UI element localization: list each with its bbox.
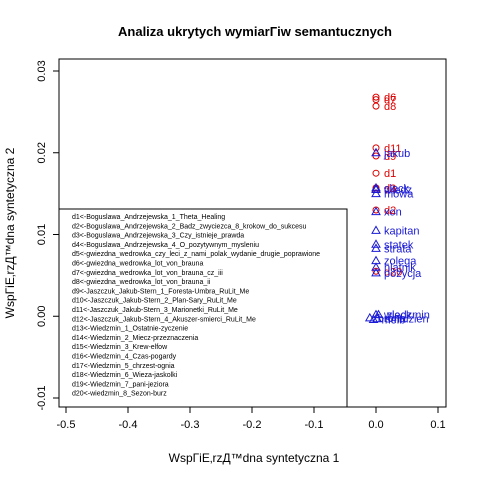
term-point-marker: [371, 262, 381, 271]
y-tick-label: -0.01: [36, 385, 48, 410]
term-point-label: melb: [382, 315, 406, 327]
x-tick-label: -0.4: [119, 419, 138, 431]
term-point-marker: [371, 147, 381, 157]
term-point-label: xon: [384, 207, 402, 219]
term-point-marker: [371, 243, 381, 252]
y-axis: -0.01 0.00 0.01 0.02 0.03: [36, 60, 60, 411]
y-axis-label: WspГiE‚rzД™dna syntetyczna 2: [3, 147, 17, 318]
legend: d1<-Boguslawa_Andrzejewska_1_Theta_Heali…: [58, 208, 348, 408]
document-point-label: d6: [384, 92, 396, 104]
x-tick-label: 0.0: [368, 419, 383, 431]
legend-entry: d2<-Boguslawa_Andrzejewska_2_Badz_zwycie…: [72, 223, 307, 230]
document-point-label: d8: [384, 101, 396, 113]
term-point-marker: [371, 267, 381, 277]
term-point-label: kapitan: [384, 225, 419, 237]
x-tick-label: -0.3: [181, 419, 200, 431]
legend-box: [58, 208, 348, 408]
legend-entry: d6<-gwiezdna_wedrowka_lot_von_brauna: [72, 261, 203, 268]
term-point-marker: [364, 312, 375, 322]
document-point-label: d1: [384, 168, 396, 180]
document-point-marker: [372, 93, 380, 101]
x-tick-label: -0.5: [57, 419, 76, 431]
term-point-label: zolega: [384, 256, 417, 268]
x-tick-label: -0.2: [243, 419, 262, 431]
y-tick-label: 0.00: [36, 306, 48, 327]
chart-title: Analiza ukrytych wymiarГiw semantucznych: [118, 24, 392, 39]
legend-entry: d13<-Wiedzmin_1_Ostatnie-zyczenie: [72, 326, 188, 333]
term-point-marker: [371, 182, 381, 192]
legend-entry: d1<-Boguslawa_Andrzejewska_1_Theta_Heali…: [72, 214, 225, 221]
document-point-label: d3: [384, 183, 396, 195]
term-point-marker: [371, 206, 381, 216]
y-tick-label: 0.02: [36, 142, 48, 163]
legend-entry: d7<-gwiezdna_wedrowka_lot_von_brauna_cz_…: [72, 270, 223, 277]
term-point-label: wiedzmin: [383, 310, 430, 322]
document-point-label: d4: [384, 185, 396, 197]
document-point-marker: [372, 144, 380, 152]
legend-entry: d19<-Wiedzmin_7_pani-jeziora: [72, 381, 169, 388]
term-point-marker: [371, 239, 381, 248]
document-point-label: d11: [384, 143, 402, 155]
term-point-label: statek: [384, 239, 414, 251]
legend-entry: d15<-Wiedzmin_3_Krew-elfow: [72, 344, 168, 351]
term-point-label: zlack: [386, 310, 412, 322]
document-point-marker: [372, 102, 380, 110]
legend-entry: d10<-Jaszczuk_Jakub-Stern_2_Plan-Sary_Ru…: [72, 298, 237, 305]
legend-entry: d3<-Boguslawa_Andrzejewska_3_Czy_istniej…: [72, 233, 244, 240]
legend-entry: d8<-gwiezdna_wedrowka_lot_von_brauna_ii: [72, 279, 211, 286]
legend-entry: d4<-Boguslawa_Andrzejewska_4_O_pozytywny…: [72, 242, 259, 249]
x-axis: -0.5 -0.4 -0.3 -0.2 -0.1 0.0 0.1: [57, 406, 446, 431]
term-point-label: strata: [384, 243, 412, 255]
legend-entry: d17<-Wiedzmin_5_chrzest-ognia: [72, 363, 175, 370]
document-point-label: d2: [384, 205, 396, 217]
term-point-marker: [371, 225, 381, 234]
term-point-label: hlatnik: [384, 262, 416, 274]
document-point-label: d20: [384, 266, 402, 278]
legend-entry: d20<-wiedzmin_8_Sezon-burz: [72, 391, 167, 398]
term-point-label: brona: [378, 313, 407, 325]
document-point-marker: [372, 169, 380, 177]
y-tick-label: 0.03: [36, 60, 48, 81]
legend-entry: d18<-Wiedzmin_6_Wieza-jaskolki: [72, 372, 178, 379]
term-point-marker: [372, 313, 383, 323]
term-point-label: clock: [384, 183, 410, 195]
term-point-label: pozycja: [384, 268, 422, 280]
legend-entry: d12<-Jaszczuk_Jakub-Stern_4_Akuszer-smie…: [72, 316, 256, 323]
document-point-label: d9: [384, 151, 396, 163]
y-tick-label: 0.01: [36, 224, 48, 245]
legend-entry: d9<-Jaszczuk_Jakub-Stern_1_Foresta-Umbra…: [72, 288, 249, 295]
term-point-label: mowa: [384, 189, 414, 201]
legend-entry: d16<-Wiedzmin_4_Czas-pogardy: [72, 354, 177, 361]
x-axis-label: WspГiE‚rzД™dna syntetyczna 1: [169, 451, 340, 465]
document-point-label: d7: [384, 95, 396, 107]
term-point-label: wiedz: [383, 185, 412, 197]
legend-entry: d5<-gwiezdna_wedrowka_czy_leci_z_nami_po…: [72, 251, 320, 258]
legend-entry: d11<-Jaszczuk_Jakub-Stern_3_Marionetki_R…: [72, 307, 238, 314]
term-point-label: smidzien: [385, 314, 428, 326]
document-point-marker: [372, 96, 380, 104]
x-tick-label: 0.1: [430, 419, 445, 431]
term-point-marker: [371, 188, 381, 198]
term-point-marker: [371, 184, 381, 194]
term-point-marker: [368, 314, 379, 324]
term-point-label: jakub: [383, 148, 410, 160]
legend-entry: d14<-Wiedzmin_2_Miecz-przeznaczenia: [72, 335, 198, 342]
x-tick-label: -0.1: [305, 419, 324, 431]
